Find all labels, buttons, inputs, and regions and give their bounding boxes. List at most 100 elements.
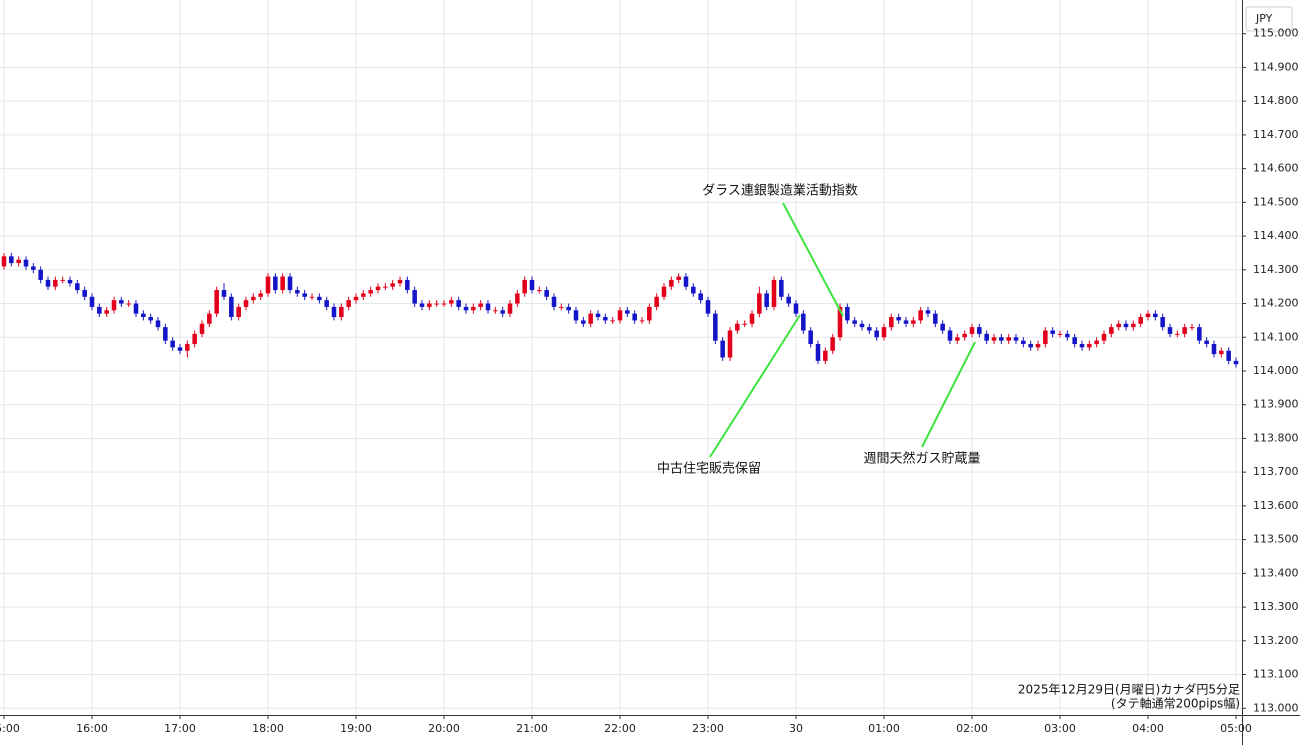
candle-body — [551, 296, 557, 307]
candle-body — [771, 279, 777, 307]
candles — [1, 252, 1239, 368]
candle-body — [537, 290, 542, 292]
candle-body — [610, 320, 615, 322]
candle-body — [1182, 327, 1187, 334]
candle-body — [727, 330, 733, 358]
y-tick-label: 113.500 — [1253, 533, 1299, 546]
candle-body — [823, 350, 828, 361]
y-tick-label: 114.200 — [1253, 297, 1299, 310]
candle-body — [287, 276, 293, 291]
candle-body — [1204, 340, 1209, 345]
candle-body — [947, 330, 953, 341]
candle-body — [133, 303, 139, 314]
candle-body — [683, 276, 689, 287]
ticks: 113.000 113.100 113.200 113.300 113.400 113.5… — [0, 27, 1299, 735]
candle-body — [999, 337, 1004, 341]
candle-body — [9, 256, 14, 264]
candle-body — [815, 344, 821, 361]
y-tick-label: 114.500 — [1253, 195, 1299, 208]
annotation-text: ダラス連銀製造業活動指数 — [702, 183, 858, 199]
candle-body — [471, 306, 476, 311]
candle-body — [1145, 313, 1151, 318]
x-tick-label: 30 — [789, 722, 803, 735]
candle-body — [1021, 340, 1026, 345]
candle-body — [544, 290, 549, 297]
candle-body — [581, 320, 586, 324]
candle-body — [1131, 323, 1136, 328]
candle-body — [940, 323, 945, 331]
candle-body — [720, 340, 725, 358]
candle-body — [1035, 344, 1041, 348]
candle-body — [1138, 317, 1143, 324]
candle-body — [1101, 333, 1107, 341]
y-tick-label: 114.100 — [1253, 330, 1299, 343]
candle-body — [1219, 350, 1224, 355]
candle-body — [786, 296, 791, 304]
x-tick-label: 01:00 — [868, 722, 900, 735]
candle-body — [925, 310, 931, 314]
candle-body — [713, 313, 718, 341]
candle-body — [16, 259, 21, 264]
footnote: (タテ軸通常200pips幅) — [1111, 696, 1240, 711]
y-tick-label: 113.300 — [1253, 600, 1299, 613]
candle-body — [1087, 344, 1092, 348]
candle-body — [984, 333, 989, 341]
candle-body — [669, 279, 674, 287]
candle-body — [698, 293, 703, 301]
grid — [0, 0, 1242, 715]
candle-body — [881, 327, 887, 338]
candle-body — [1094, 340, 1099, 345]
y-tick-label: 113.400 — [1253, 566, 1299, 579]
candle-body — [97, 306, 102, 314]
candle-body — [317, 296, 322, 301]
candle-body — [441, 303, 447, 305]
candle-body — [243, 300, 249, 307]
candle-body — [126, 303, 131, 305]
y-tick-label: 114.400 — [1253, 229, 1299, 242]
candle-body — [661, 286, 667, 297]
candle-body — [412, 290, 417, 304]
annotation: 中古住宅販売保留 — [657, 314, 801, 477]
x-tick-label: 05:00 — [1220, 722, 1252, 735]
candle-body — [361, 293, 366, 297]
candle-body — [177, 347, 183, 351]
y-tick-label: 115.000 — [1253, 27, 1299, 40]
candle-body — [845, 306, 850, 321]
candle-body — [1079, 344, 1085, 348]
candle-body — [82, 290, 87, 297]
candle-body — [595, 313, 601, 318]
candle-body — [427, 303, 432, 307]
candle-body — [324, 300, 329, 307]
candle-body — [515, 293, 520, 304]
candle-body — [808, 330, 813, 345]
candle-body — [1211, 344, 1217, 355]
candle-body — [45, 279, 51, 287]
candle-body — [119, 300, 124, 304]
candle-body — [1160, 317, 1165, 328]
y-tick-label: 113.900 — [1253, 398, 1299, 411]
y-tick-label: 114.300 — [1253, 263, 1299, 276]
candle-body — [969, 327, 975, 334]
y-tick-label: 113.200 — [1253, 634, 1299, 647]
candle-body — [735, 323, 740, 331]
candle-body — [889, 317, 894, 328]
candle-body — [155, 320, 161, 328]
candle-body — [977, 327, 982, 334]
candle-body — [346, 300, 351, 307]
candle-body — [529, 279, 535, 291]
candle-body — [67, 279, 73, 284]
annotation-line — [709, 314, 801, 458]
candle-body — [874, 330, 879, 338]
candle-body — [852, 320, 857, 324]
candle-body — [185, 344, 190, 351]
candle-body — [397, 279, 403, 284]
candle-body — [1226, 350, 1231, 361]
candle-body — [1006, 337, 1011, 341]
candle-body — [280, 276, 285, 291]
x-tick-label: 02:00 — [956, 722, 988, 735]
x-tick-label: 21:00 — [516, 722, 548, 735]
candle-body — [742, 323, 747, 325]
candle-body — [632, 313, 637, 321]
